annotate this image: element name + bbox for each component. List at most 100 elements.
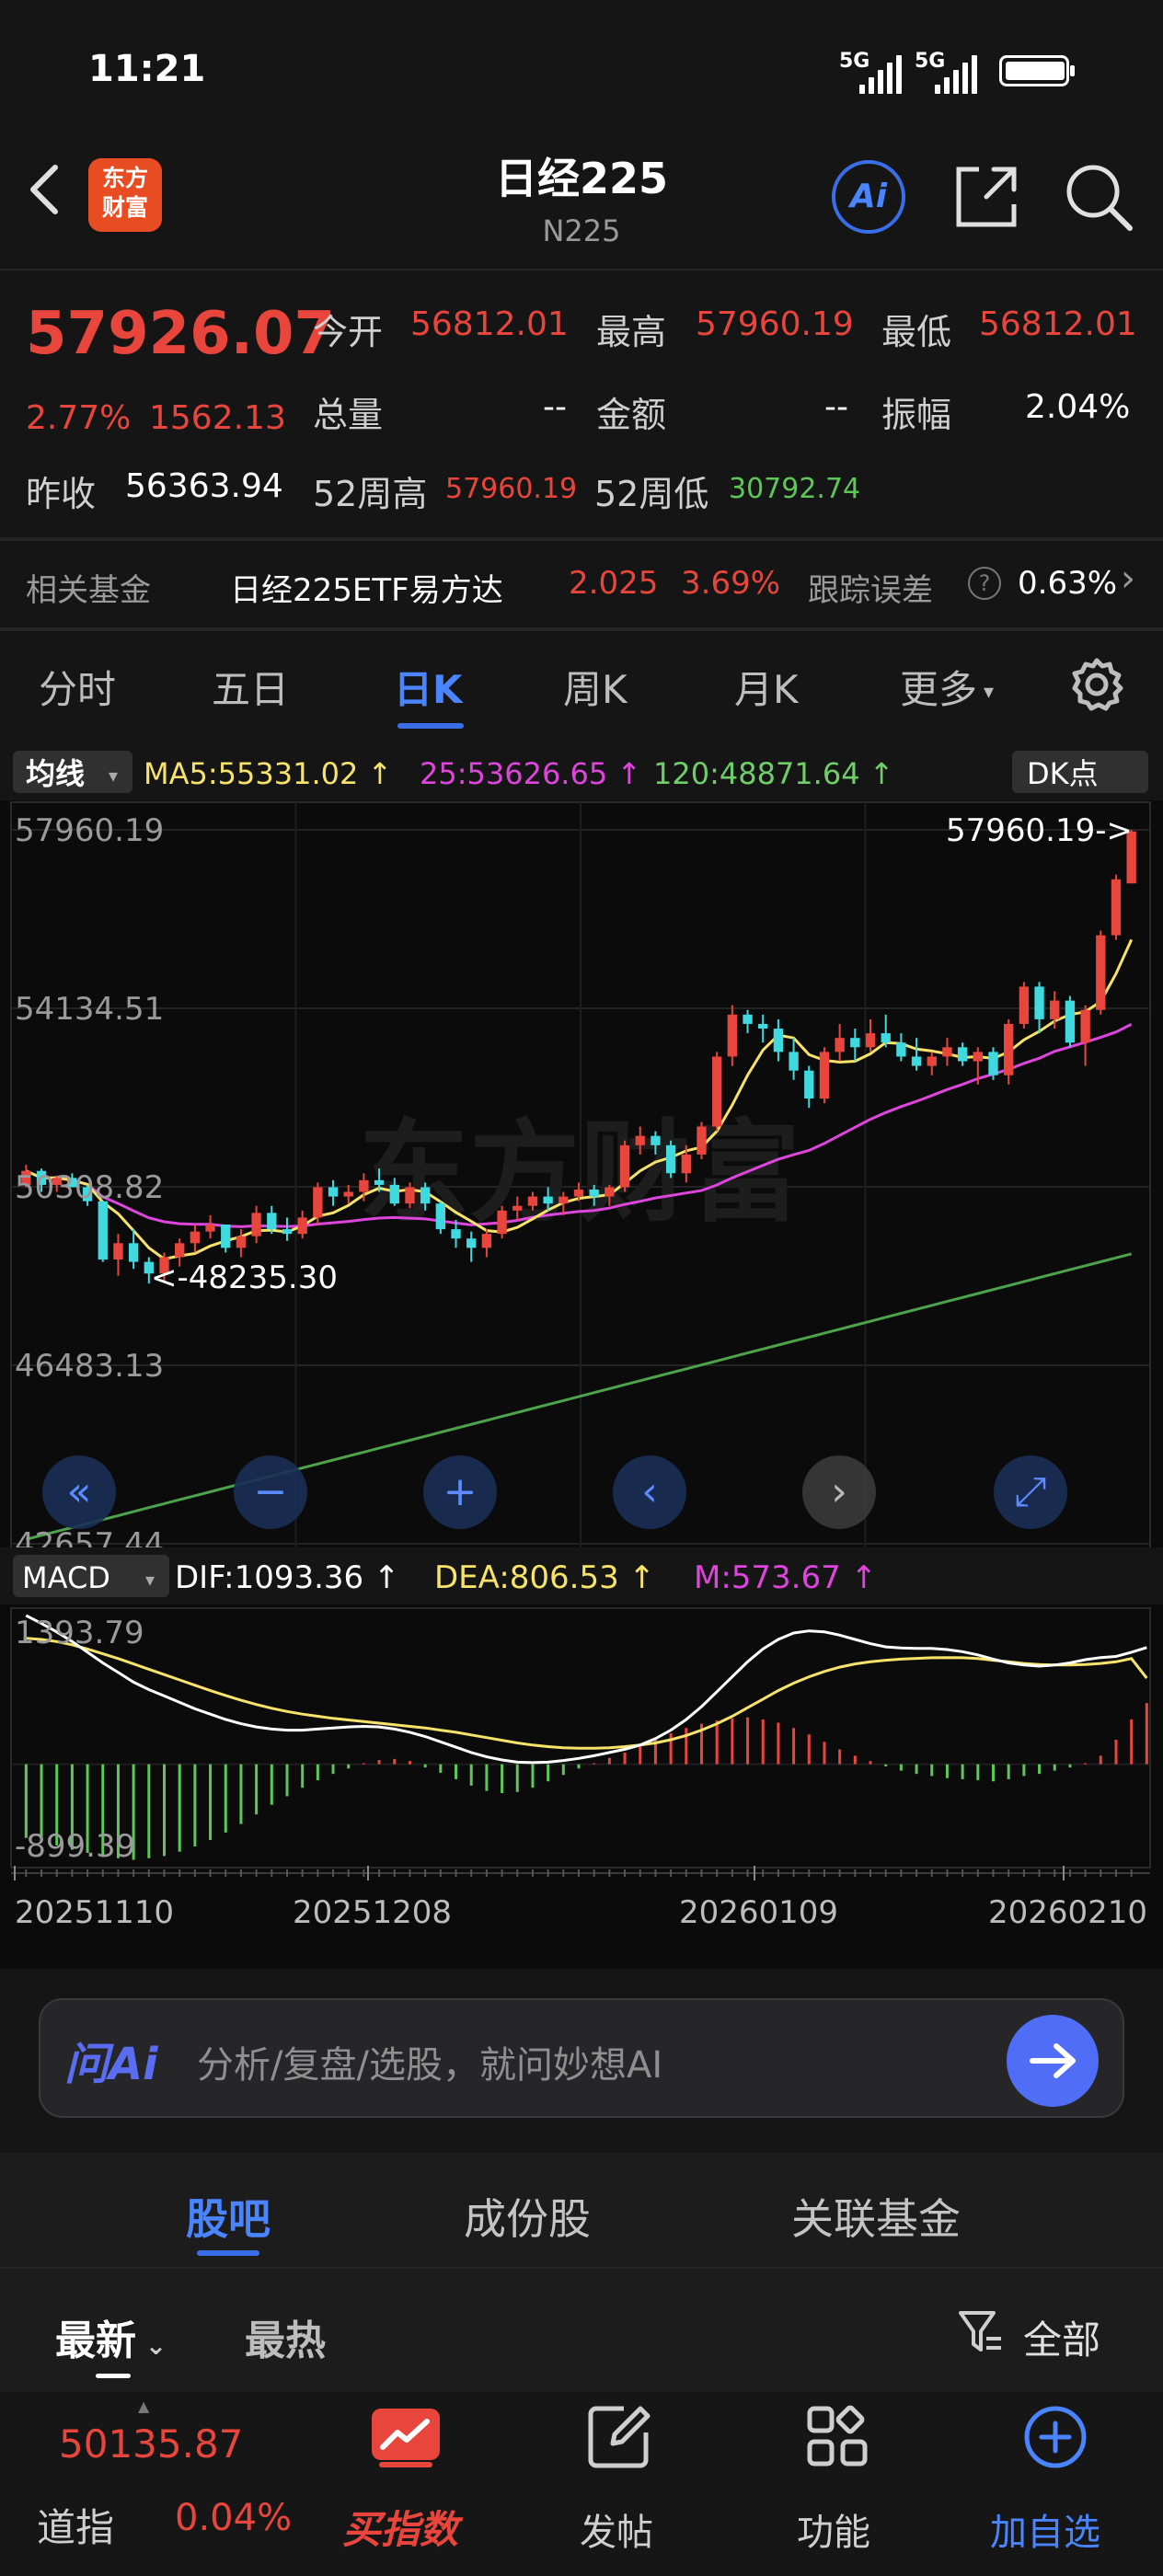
candle	[313, 1187, 323, 1218]
related-fund-label: 相关基金	[26, 572, 151, 609]
nav-functions-label[interactable]: 功能	[797, 2512, 870, 2554]
prev-icon-glyph: ‹	[641, 1468, 658, 1515]
x-tick-label: 20260109	[679, 1894, 838, 1931]
tab-stock-forum[interactable]: 股吧	[186, 2194, 271, 2244]
sort-hottest[interactable]: 最热	[245, 2317, 326, 2364]
macd-dea-line	[26, 1637, 1148, 1750]
ma25-legend: 25:53626.65 ↑	[420, 756, 641, 791]
nav-index-name[interactable]: 道指	[37, 2505, 115, 2550]
low-marker: <-48235.30	[151, 1259, 338, 1296]
candle	[697, 1126, 707, 1155]
sort-latest-label: 最新	[55, 2317, 136, 2364]
candle	[619, 1144, 630, 1188]
volume-label: 总量	[313, 395, 384, 435]
ai-question-input[interactable]	[39, 1998, 1124, 2118]
ma5-legend: MA5:55331.02 ↑	[144, 756, 392, 791]
tab-monthly-k[interactable]: 月K	[734, 667, 799, 712]
candle	[282, 1229, 293, 1235]
tab-active-indicator	[397, 723, 464, 729]
nav-post-label[interactable]: 发帖	[580, 2512, 653, 2554]
candle	[497, 1210, 507, 1235]
ma-selector[interactable]	[13, 751, 132, 793]
arrow-right-icon[interactable]	[1007, 2015, 1099, 2107]
price-tick-label: 46483.13	[15, 1348, 164, 1385]
candle	[1034, 986, 1044, 1019]
help-icon[interactable]: ?	[968, 567, 1001, 600]
buy-index-icon[interactable]	[370, 2407, 442, 2471]
add-circle-icon[interactable]	[1023, 2405, 1088, 2469]
candle	[743, 1014, 753, 1024]
fullscreen-icon[interactable]	[994, 1455, 1067, 1529]
tab-more[interactable]: 更多 ▾	[900, 659, 994, 715]
macd-m-legend: M:573.67 ↑	[694, 1559, 877, 1596]
nav-index-value[interactable]: 50135.87	[59, 2421, 244, 2467]
page-title: 日经225	[494, 154, 669, 203]
logo-line-2: 财富	[101, 194, 148, 221]
week52-low-label: 52周低	[594, 474, 709, 514]
macd-selector-label: MACD	[22, 1560, 110, 1595]
candle	[435, 1203, 446, 1230]
kline-chart[interactable]: 均线 ▾ MA5:55331.02 ↑ 25:53626.65 ↑ 120:48…	[0, 743, 1163, 1969]
candle	[159, 1257, 169, 1274]
ai-input-placeholder: 分析/复盘/选股，就问妙想AI	[197, 2044, 663, 2087]
first-icon-glyph: «	[67, 1468, 92, 1515]
tab-intraday[interactable]: 分时	[39, 667, 117, 712]
nav-buy-index-label[interactable]: 买指数	[342, 2507, 459, 2552]
candle	[374, 1179, 385, 1185]
filter-icon[interactable]	[957, 2307, 1003, 2357]
related-fund-pct: 3.69%	[681, 565, 781, 602]
candle	[420, 1187, 431, 1204]
tab-weekly-k[interactable]: 周K	[563, 667, 628, 712]
tab-more-label: 更多	[900, 667, 978, 712]
candle	[82, 1187, 93, 1202]
candle	[758, 1023, 768, 1029]
related-fund-name[interactable]: 日经225ETF易方达	[230, 572, 503, 609]
settings-gear-icon[interactable]	[1067, 655, 1126, 714]
dk-selector[interactable]	[1012, 751, 1148, 793]
candle	[681, 1154, 691, 1174]
macd-tick-label: 1393.79	[15, 1615, 144, 1651]
candle	[665, 1144, 676, 1174]
search-icon[interactable]	[1062, 160, 1135, 234]
fullscreen-icon-glyph: ⤢	[1014, 1468, 1046, 1515]
chevron-right-icon[interactable]: ›	[1121, 558, 1135, 600]
tab-five-day[interactable]: 五日	[212, 667, 290, 712]
candle	[297, 1217, 307, 1235]
candle	[251, 1213, 261, 1236]
tracking-error-value: 0.63%	[1018, 565, 1118, 602]
logo-line-1: 东方	[101, 165, 148, 191]
candle	[973, 1052, 983, 1062]
sort-latest[interactable]: 最新 ⌄	[55, 2307, 167, 2366]
candle	[605, 1187, 615, 1197]
zoom-in-icon[interactable]	[423, 1455, 497, 1529]
prev-icon[interactable]	[613, 1455, 686, 1529]
macd-selector[interactable]	[13, 1555, 169, 1597]
caret-up-icon: ▲	[138, 2398, 150, 2415]
share-icon[interactable]	[951, 162, 1021, 232]
first-icon[interactable]	[42, 1455, 116, 1529]
zoom-out-icon[interactable]	[234, 1455, 307, 1529]
candle	[328, 1187, 339, 1197]
next-icon[interactable]	[802, 1455, 876, 1529]
back-icon[interactable]	[26, 162, 63, 217]
amount-value: --	[824, 388, 848, 426]
ai-assistant-button[interactable]: Ai	[832, 160, 905, 234]
nav-add-watchlist-label[interactable]: 加自选	[990, 2512, 1100, 2554]
candle	[911, 1056, 922, 1066]
filter-label[interactable]: 全部	[1023, 2317, 1101, 2363]
signal-bars-1-icon	[859, 52, 911, 94]
candle	[1126, 831, 1136, 884]
zoom-in-icon-glyph: +	[443, 1468, 478, 1515]
x-tick-label: 20251208	[293, 1894, 452, 1931]
app-logo: 东方 财富	[88, 158, 162, 232]
tab-related-funds[interactable]: 关联基金	[791, 2194, 961, 2244]
candle	[957, 1047, 968, 1062]
functions-grid-icon[interactable]	[806, 2405, 870, 2469]
divider	[0, 2267, 1163, 2269]
tab-components[interactable]: 成份股	[464, 2194, 591, 2244]
tab-daily-k[interactable]: 日K	[394, 667, 463, 712]
candle	[635, 1135, 645, 1145]
change-value: 1562.13	[149, 399, 286, 437]
edit-post-icon[interactable]	[587, 2403, 651, 2471]
amplitude-label: 振幅	[881, 395, 952, 435]
